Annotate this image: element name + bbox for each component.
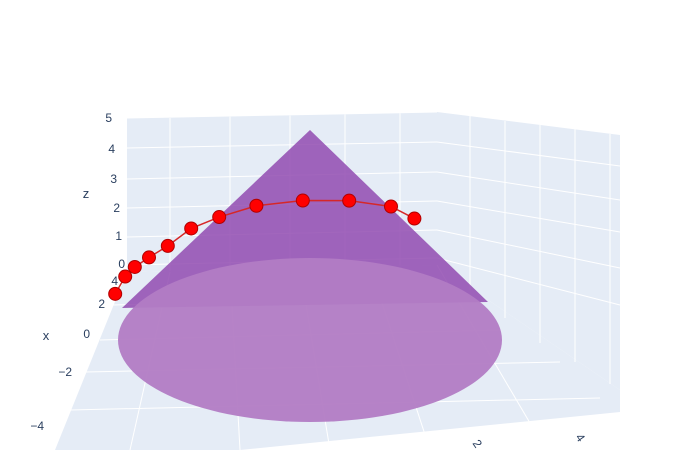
y-tick-label: 4 (573, 431, 588, 445)
data-point (384, 199, 398, 214)
x-tick-label: −4 (30, 419, 44, 433)
z-tick-label: 4 (108, 142, 115, 156)
z-tick-label: 3 (110, 172, 117, 186)
cone-base (118, 258, 502, 422)
grid-line (436, 171, 621, 201)
grid-line (126, 141, 438, 149)
data-point (407, 211, 422, 226)
data-point (295, 193, 310, 208)
z-tick-label: 1 (115, 229, 122, 243)
grid-line (436, 200, 621, 233)
data-point (212, 210, 227, 225)
data-point (249, 198, 264, 213)
data-point (108, 286, 123, 301)
cone-side (122, 130, 488, 308)
grid-line (436, 257, 621, 306)
grid-line (436, 229, 621, 269)
z-tick-label: 0 (118, 257, 125, 271)
x-axis-title: x (43, 328, 50, 343)
x-tick-label: 4 (111, 274, 118, 288)
z-tick-label: 5 (105, 111, 112, 125)
x-tick-label: 2 (98, 297, 105, 311)
x-tick-label: 0 (83, 327, 90, 341)
data-point (142, 250, 156, 265)
grid-line (436, 141, 621, 167)
data-point (342, 193, 357, 208)
y-tick-label: 2 (470, 437, 485, 450)
data-point (127, 259, 142, 274)
x-tick-label: −2 (58, 365, 72, 379)
grid-line (126, 111, 438, 119)
z-axis-title: z (83, 186, 90, 201)
scatter-trace (108, 193, 422, 301)
data-point (184, 221, 199, 236)
data-point (118, 269, 133, 284)
z-tick-label: 2 (113, 201, 120, 215)
cone-surface (118, 130, 502, 422)
data-point (160, 238, 175, 253)
back-wall-right (437, 112, 620, 390)
